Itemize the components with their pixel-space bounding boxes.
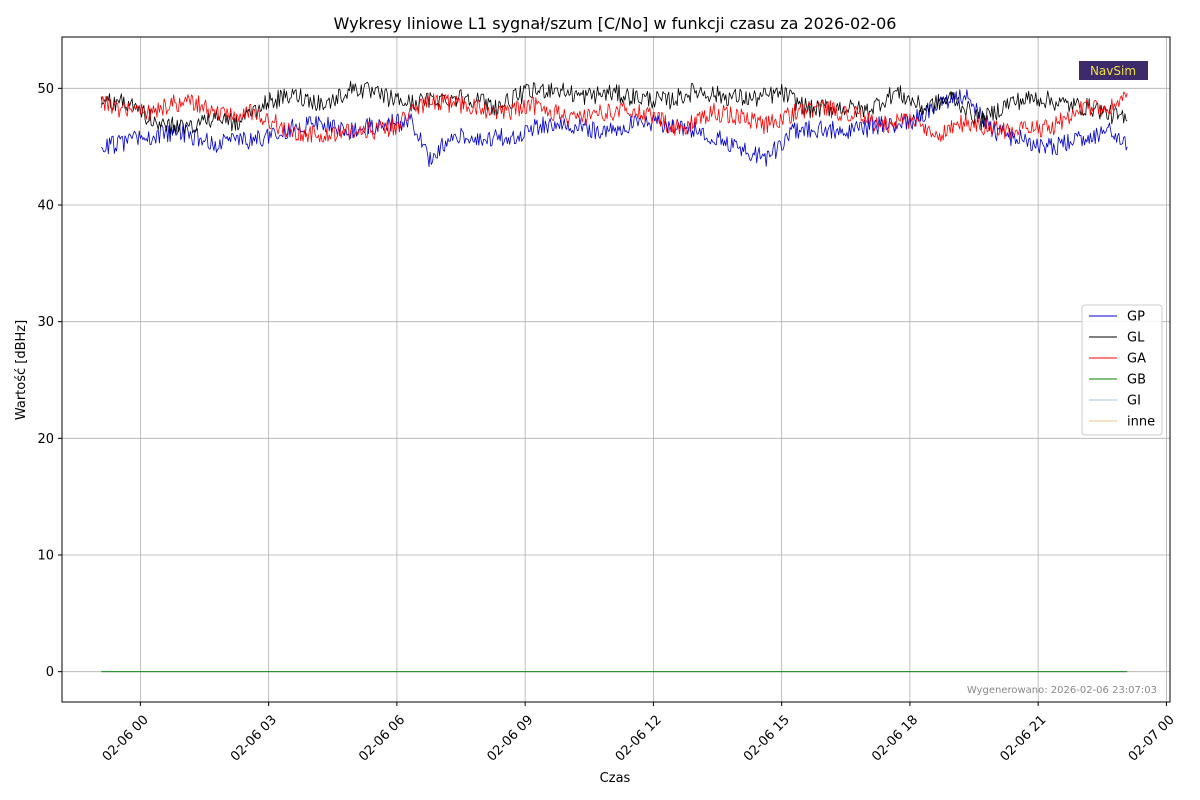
x-tick-label: 02-06 06 [356,713,408,765]
series-line-ga [100,91,1128,143]
x-axis-ticks: 02-06 00 02-06 03 02-06 06 02-06 09 02-06 12… [100,702,1178,765]
legend-label-gi: GI [1127,394,1141,409]
x-tick-label: 02-06 12 [613,713,665,765]
y-tick-label: 50 [37,82,54,97]
x-tick-label: 02-06 18 [869,713,921,765]
y-tick-label: 30 [37,315,54,330]
x-tick-label: 02-06 09 [484,713,536,765]
legend-label-ga: GA [1127,352,1146,367]
y-tick-label: 20 [37,432,54,447]
x-tick-label: 02-06 00 [100,713,152,765]
logo-text: NavSim [1090,64,1136,78]
logo: NavSim [1079,61,1148,80]
legend-items: GP GL GA GB GI inne [1089,310,1155,430]
y-axis-label: Wartość [dBHz] [14,320,29,420]
y-tick-label: 0 [46,665,54,680]
legend-label-gp: GP [1127,310,1145,325]
generated-timestamp: Wygenerowano: 2026-02-06 23:07:03 [967,685,1157,696]
series-line-gl [100,80,1128,135]
data-series [100,80,1128,673]
y-axis-ticks: 0 10 20 30 40 50 [37,82,62,680]
legend-label-gl: GL [1127,331,1145,346]
x-tick-label: 02-06 03 [228,713,280,765]
gridlines [62,37,1170,702]
y-tick-label: 10 [37,549,54,564]
legend-label-inne: inne [1127,415,1155,430]
plot-frame [61,36,1171,703]
legend: GP GL GA GB GI inne [1081,304,1163,436]
x-tick-label: 02-06 21 [998,713,1050,765]
legend-label-gb: GB [1127,373,1146,388]
logo-badge [1079,61,1148,80]
x-axis-label: Czas [600,771,631,786]
x-tick-label: 02-06 15 [741,713,793,765]
series-line-gp [100,89,1128,168]
chart-title: Wykresy liniowe L1 sygnał/szum [C/No] w … [334,14,897,33]
x-tick-label: 02-07 00 [1126,713,1178,765]
y-tick-label: 40 [37,199,54,214]
